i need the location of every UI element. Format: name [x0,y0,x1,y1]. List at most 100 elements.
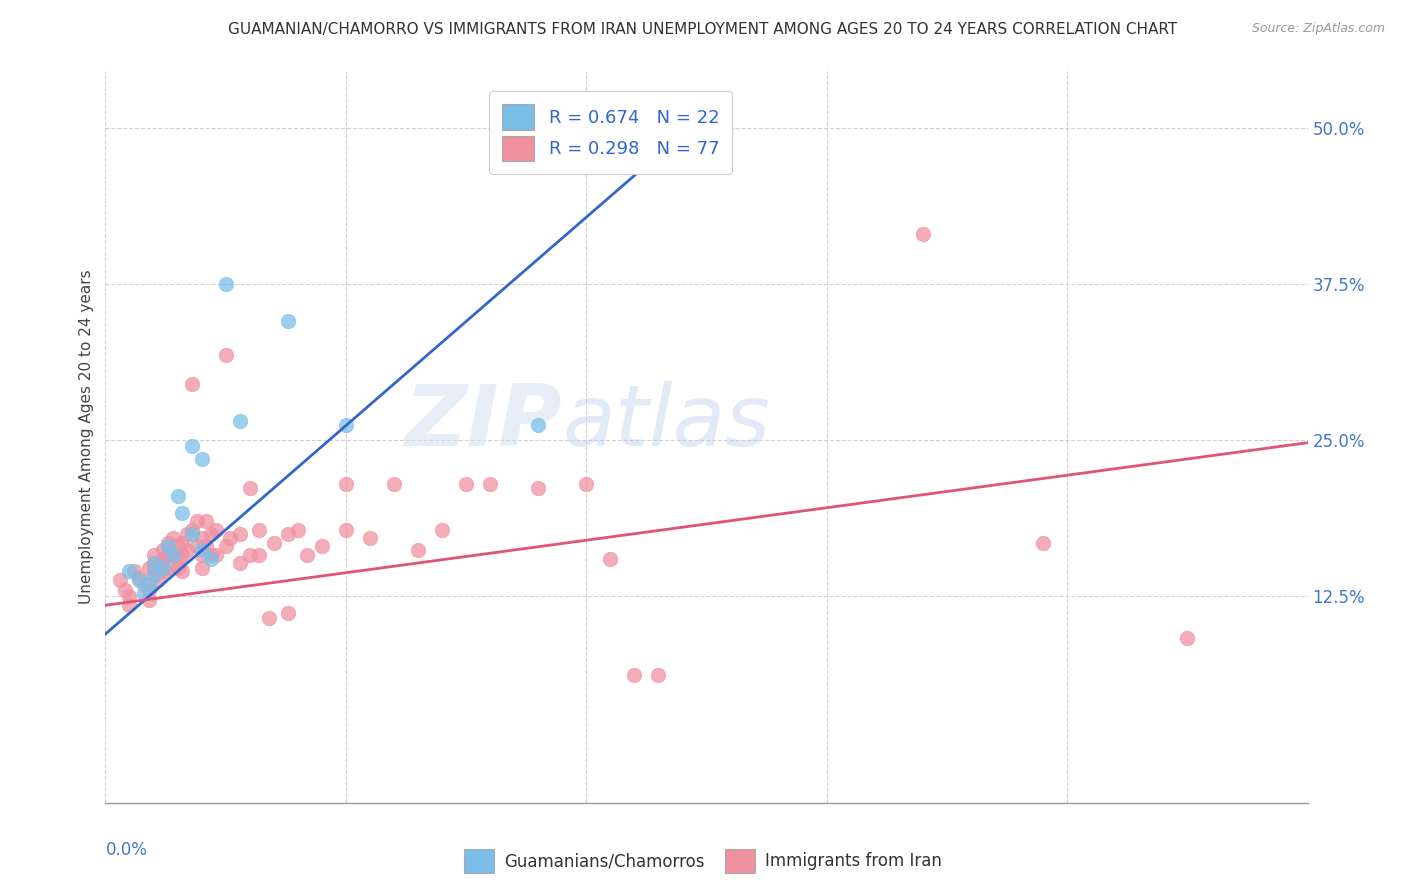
Point [142,556,165,570]
Point [247,548,270,562]
Point [205,523,228,537]
Point [186,540,208,554]
Point [527,481,550,495]
Point [162,548,184,562]
Point [257,611,280,625]
Point [263,535,285,549]
Point [138,577,160,591]
Point [200,527,222,541]
Point [190,543,212,558]
Point [195,540,218,554]
Point [247,523,270,537]
Point [239,548,262,562]
Point [277,527,299,541]
Point [108,573,131,587]
Point [156,535,179,549]
Point [172,565,194,579]
Point [181,523,204,537]
Point [166,540,188,554]
Point [430,523,453,537]
Point [575,477,598,491]
Point [186,515,208,529]
Point [148,556,170,570]
Point [138,593,160,607]
Point [152,543,174,558]
Point [124,565,146,579]
Point [382,477,405,491]
Point [181,376,204,391]
Point [118,599,141,613]
Point [229,414,252,428]
Point [190,560,212,574]
Point [623,668,645,682]
Text: ZIP: ZIP [405,381,562,464]
Point [172,506,194,520]
Point [166,560,188,574]
Point [214,348,236,362]
Point [229,527,252,541]
Point [181,527,204,541]
Point [406,543,429,558]
Point [172,535,194,549]
Point [200,548,222,562]
Point [190,531,212,545]
Point [152,565,174,579]
Point [287,523,309,537]
Point [152,560,174,574]
Point [156,540,179,554]
Point [1032,535,1054,549]
Legend: Guamanians/Chamorros, Immigrants from Iran: Guamanians/Chamorros, Immigrants from Ir… [457,842,949,880]
Point [138,583,160,598]
Point [176,527,198,541]
Point [239,481,262,495]
Point [118,590,141,604]
Point [671,127,693,141]
Point [181,440,204,454]
Point [454,477,477,491]
Point [138,560,160,574]
Text: GUAMANIAN/CHAMORRO VS IMMIGRANTS FROM IRAN UNEMPLOYMENT AMONG AGES 20 TO 24 YEAR: GUAMANIAN/CHAMORRO VS IMMIGRANTS FROM IR… [228,22,1178,37]
Legend: R = 0.674   N = 22, R = 0.298   N = 77: R = 0.674 N = 22, R = 0.298 N = 77 [489,91,731,174]
Point [156,548,179,562]
Point [162,531,184,545]
Point [166,552,188,566]
Point [647,668,669,682]
Point [156,560,179,574]
Point [200,552,222,566]
Point [142,568,165,582]
Point [214,540,236,554]
Point [142,560,165,574]
Text: Source: ZipAtlas.com: Source: ZipAtlas.com [1251,22,1385,36]
Point [162,548,184,562]
Point [118,565,141,579]
Point [190,452,212,467]
Point [128,571,150,585]
Point [297,548,319,562]
Point [311,540,333,554]
Point [152,552,174,566]
Point [132,586,155,600]
Point [132,577,155,591]
Point [335,477,357,491]
Point [335,418,357,433]
Point [527,418,550,433]
Point [335,523,357,537]
Y-axis label: Unemployment Among Ages 20 to 24 years: Unemployment Among Ages 20 to 24 years [79,269,94,605]
Point [229,556,252,570]
Point [479,477,502,491]
Point [277,606,299,620]
Text: atlas: atlas [562,381,770,464]
Point [195,515,218,529]
Text: 0.0%: 0.0% [105,841,148,859]
Point [166,490,188,504]
Point [1175,631,1198,645]
Point [911,227,934,241]
Point [128,573,150,587]
Point [172,548,194,562]
Point [277,314,299,328]
Point [219,531,242,545]
Point [142,548,165,562]
Point [142,568,165,582]
Point [114,583,136,598]
Point [359,531,381,545]
